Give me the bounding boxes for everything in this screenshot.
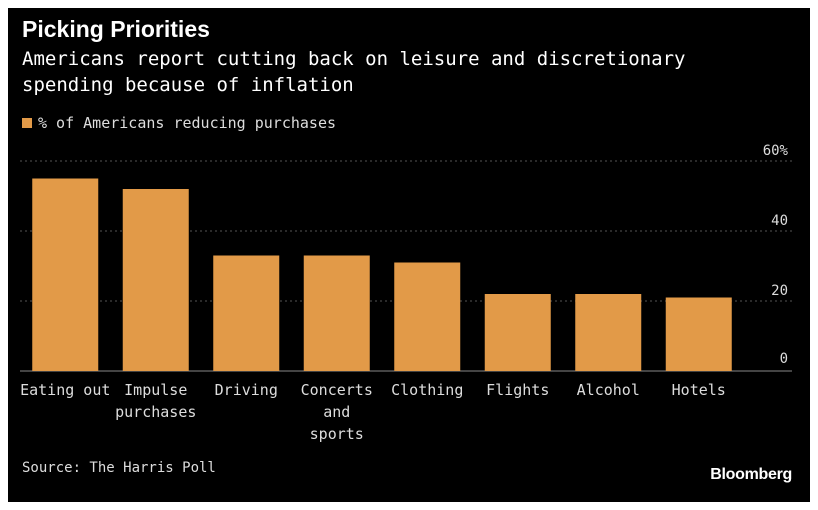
y-tick-label: 40 [771,213,788,229]
bar [32,178,99,371]
x-tick-label: sports [310,425,364,443]
legend-swatch [22,118,32,128]
chart-panel: Picking Priorities Americans report cutt… [8,8,810,502]
x-tick-label: purchases [115,403,196,421]
y-tick-label: 60% [763,143,789,159]
x-tick-label: Concerts [301,381,373,399]
legend-label: % of Americans reducing purchases [38,114,337,132]
bloomberg-logo: Bloomberg [710,466,792,483]
x-tick-label: Driving [215,381,278,399]
source-note: Source: The Harris Poll [22,460,216,476]
bar [122,189,189,371]
x-tick-label: Clothing [391,381,463,399]
y-tick-label: 0 [780,351,788,367]
bar [575,294,642,371]
x-tick-label: Impulse [124,381,187,399]
bar [213,255,280,371]
legend: % of Americans reducing purchases [22,114,336,132]
bar [484,294,551,371]
chart-subtitle: Americans report cutting back on leisure… [22,48,686,96]
x-tick-label: Hotels [672,381,726,399]
bar-chart: 0 20 40 60% Eating out Impulse purchases Drivin… [20,143,792,443]
bar [394,262,461,371]
x-tick-label: Eating out [20,381,110,399]
bar [303,255,370,371]
bar [665,297,732,371]
chart-title: Picking Priorities [22,16,210,42]
x-tick-label: Alcohol [577,381,640,399]
x-tick-label: and [323,403,350,421]
y-tick-label: 20 [771,283,788,299]
x-tick-label: Flights [486,381,549,399]
